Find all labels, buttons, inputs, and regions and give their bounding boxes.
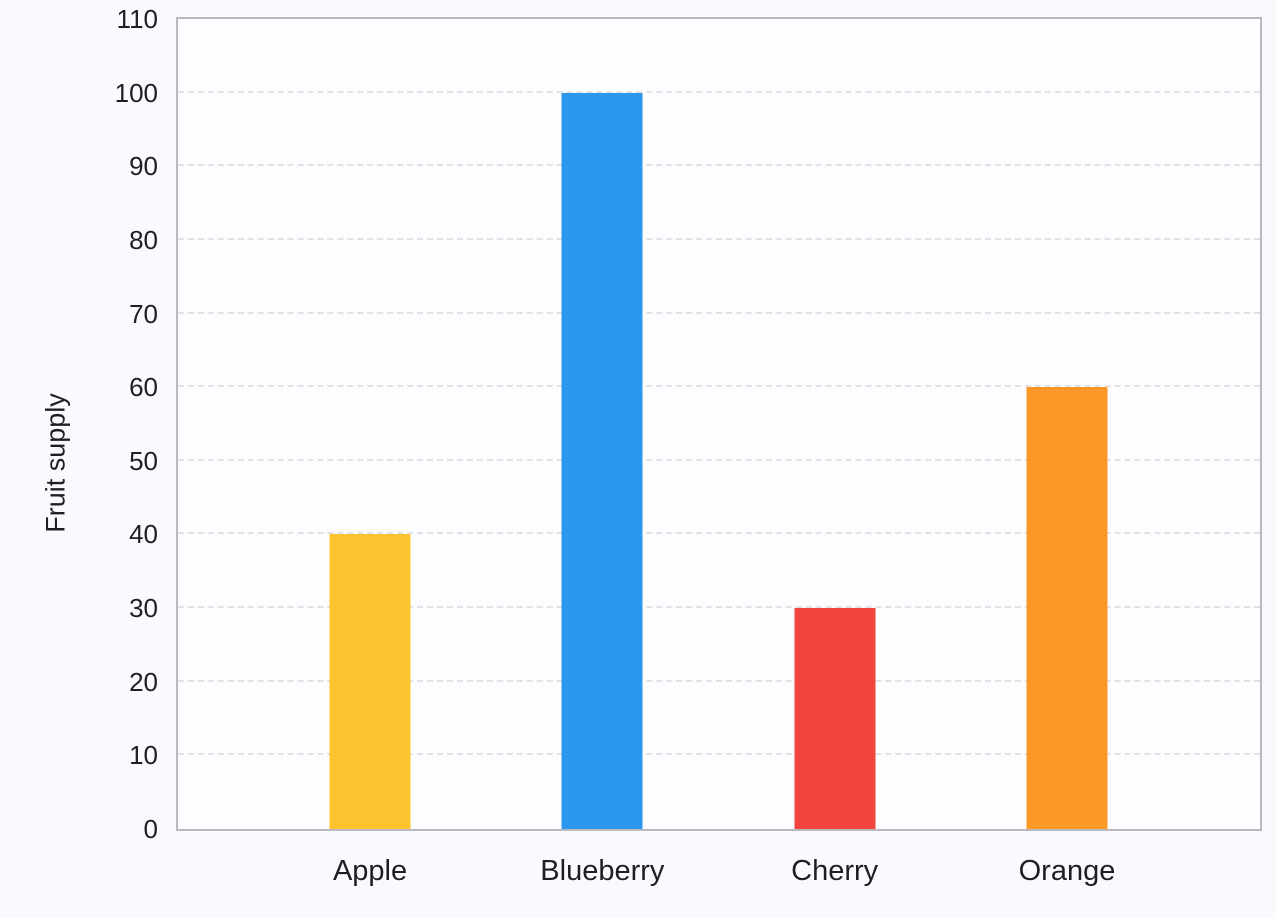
gridline bbox=[178, 311, 1260, 314]
bar-apple bbox=[329, 534, 411, 829]
bar-blueberry bbox=[561, 92, 643, 829]
y-tick-label: 70 bbox=[129, 298, 158, 329]
gridline bbox=[178, 753, 1260, 756]
y-tick-label: 20 bbox=[129, 666, 158, 697]
gridline bbox=[178, 90, 1260, 93]
y-tick-label: 0 bbox=[143, 814, 158, 844]
y-tick-label: 40 bbox=[129, 519, 158, 550]
y-tick-label: 10 bbox=[129, 740, 158, 771]
plot-area bbox=[176, 17, 1262, 831]
gridline bbox=[178, 606, 1260, 609]
gridline bbox=[178, 679, 1260, 682]
y-tick-label: 100 bbox=[114, 77, 158, 108]
gridline bbox=[178, 385, 1260, 388]
x-tick-label: Blueberry bbox=[540, 855, 665, 887]
bar-cherry bbox=[794, 608, 876, 829]
gridline bbox=[178, 164, 1260, 167]
gridline bbox=[178, 458, 1260, 461]
y-tick-label: 110 bbox=[116, 4, 158, 34]
x-axis-labels: Apple Blueberry Cherry Orange bbox=[178, 852, 1260, 892]
y-tick-label: 50 bbox=[129, 445, 158, 476]
y-tick-label: 60 bbox=[129, 372, 158, 403]
gridline bbox=[178, 237, 1260, 240]
x-tick-label: Apple bbox=[332, 855, 408, 887]
y-tick-label: 90 bbox=[129, 151, 158, 182]
bar-orange bbox=[1026, 387, 1108, 829]
x-tick-label: Cherry bbox=[791, 855, 879, 887]
gridline bbox=[178, 532, 1260, 535]
y-tick-label: 30 bbox=[129, 593, 158, 624]
y-axis-ticks: 0 10 20 30 40 50 60 70 80 90 100 110 bbox=[0, 6, 158, 842]
y-tick-label: 80 bbox=[129, 224, 158, 255]
x-tick-label: Orange bbox=[1018, 855, 1116, 887]
